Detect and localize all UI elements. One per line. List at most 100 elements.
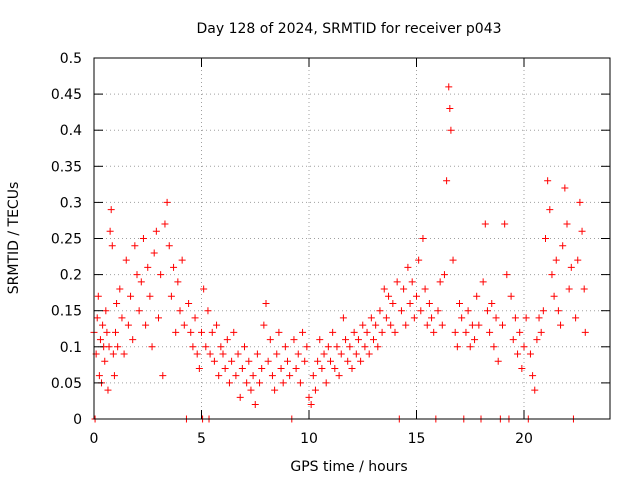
data-point: [217, 343, 225, 351]
data-point: [490, 343, 498, 351]
y-tick-label: 0.5: [60, 51, 82, 67]
data-point: [131, 242, 139, 250]
data-point: [191, 314, 199, 322]
data-point: [331, 364, 339, 372]
data-point: [464, 307, 472, 315]
data-point: [580, 285, 588, 293]
x-tick-label: 0: [90, 431, 99, 447]
data-point: [372, 321, 380, 329]
data-point: [129, 336, 137, 344]
data-point: [466, 343, 474, 351]
data-point: [206, 350, 214, 358]
data-point: [475, 321, 483, 329]
data-point: [219, 350, 227, 358]
data-point: [245, 357, 253, 365]
data-point: [337, 350, 345, 358]
data-point: [277, 364, 285, 372]
data-point: [397, 307, 405, 315]
data-point: [172, 328, 180, 336]
data-point: [133, 271, 141, 279]
chart-title: Day 128 of 2024, SRMTID for receiver p04…: [196, 21, 501, 37]
data-point: [180, 321, 188, 329]
data-point: [574, 256, 582, 264]
data-point: [443, 177, 451, 185]
y-tick-labels: 0 0.05 0.1 0.15 0.2 0.25 0.3 0.35 0.4 0.45 0.5: [51, 51, 82, 428]
data-point: [305, 393, 313, 401]
data-point: [378, 328, 386, 336]
data-point: [511, 314, 519, 322]
data-point: [161, 220, 169, 228]
data-point: [357, 357, 365, 365]
data-point: [95, 372, 103, 380]
data-point: [256, 379, 264, 387]
data-point: [155, 314, 162, 322]
data-point: [544, 177, 552, 185]
data-point: [311, 386, 319, 394]
data-point: [578, 227, 586, 235]
data-point: [419, 235, 427, 242]
data-point: [471, 336, 479, 344]
data-point: [567, 263, 575, 271]
data-point: [114, 343, 122, 351]
data-point: [561, 184, 569, 192]
data-point: [281, 343, 289, 351]
data-point: [223, 336, 231, 344]
data-point: [290, 336, 298, 344]
data-point: [120, 350, 128, 358]
x-tick-label: 15: [408, 431, 426, 447]
data-point: [339, 314, 347, 322]
data-point: [522, 314, 530, 322]
x-tick-label: 5: [197, 431, 206, 447]
data-point: [473, 292, 481, 300]
data-point: [258, 364, 266, 372]
data-point: [518, 364, 526, 372]
data-point: [456, 299, 463, 307]
data-point: [284, 357, 291, 365]
data-point: [548, 271, 556, 279]
data-point: [170, 263, 178, 271]
data-point: [451, 328, 459, 336]
data-point: [389, 299, 397, 307]
data-point: [307, 401, 315, 409]
data-point: [468, 321, 476, 329]
data-point: [106, 227, 114, 235]
data-point: [572, 314, 580, 322]
data-point: [99, 321, 107, 329]
data-point: [314, 357, 322, 365]
data-point: [271, 386, 279, 394]
data-point: [352, 350, 360, 358]
data-point: [228, 357, 236, 365]
data-point: [299, 328, 307, 336]
data-point: [483, 307, 491, 315]
data-point: [342, 336, 350, 344]
data-point: [273, 350, 281, 358]
data-point: [350, 328, 358, 336]
data-point: [230, 328, 238, 336]
data-point: [382, 314, 390, 322]
data-point: [327, 357, 334, 365]
data-point: [520, 343, 528, 351]
data-point: [438, 321, 446, 329]
data-point: [529, 372, 537, 380]
data-point: [557, 321, 565, 329]
x-axis-label: GPS time / hours: [290, 459, 407, 475]
data-point: [363, 328, 371, 336]
data-point: [479, 278, 487, 286]
data-point: [453, 343, 461, 351]
data-point: [264, 357, 272, 365]
data-point: [157, 271, 165, 279]
data-point: [144, 263, 152, 271]
y-tick-label: 0.2: [60, 268, 82, 284]
data-point: [105, 343, 113, 351]
data-point: [208, 328, 216, 336]
data-point: [346, 343, 354, 351]
data-point: [318, 364, 326, 372]
data-point: [137, 278, 145, 286]
data-point: [428, 314, 436, 322]
data-point: [204, 307, 212, 315]
data-point: [266, 336, 274, 344]
data-point: [159, 372, 167, 380]
data-point: [494, 357, 502, 365]
data-point: [537, 328, 545, 336]
data-point: [296, 379, 304, 387]
